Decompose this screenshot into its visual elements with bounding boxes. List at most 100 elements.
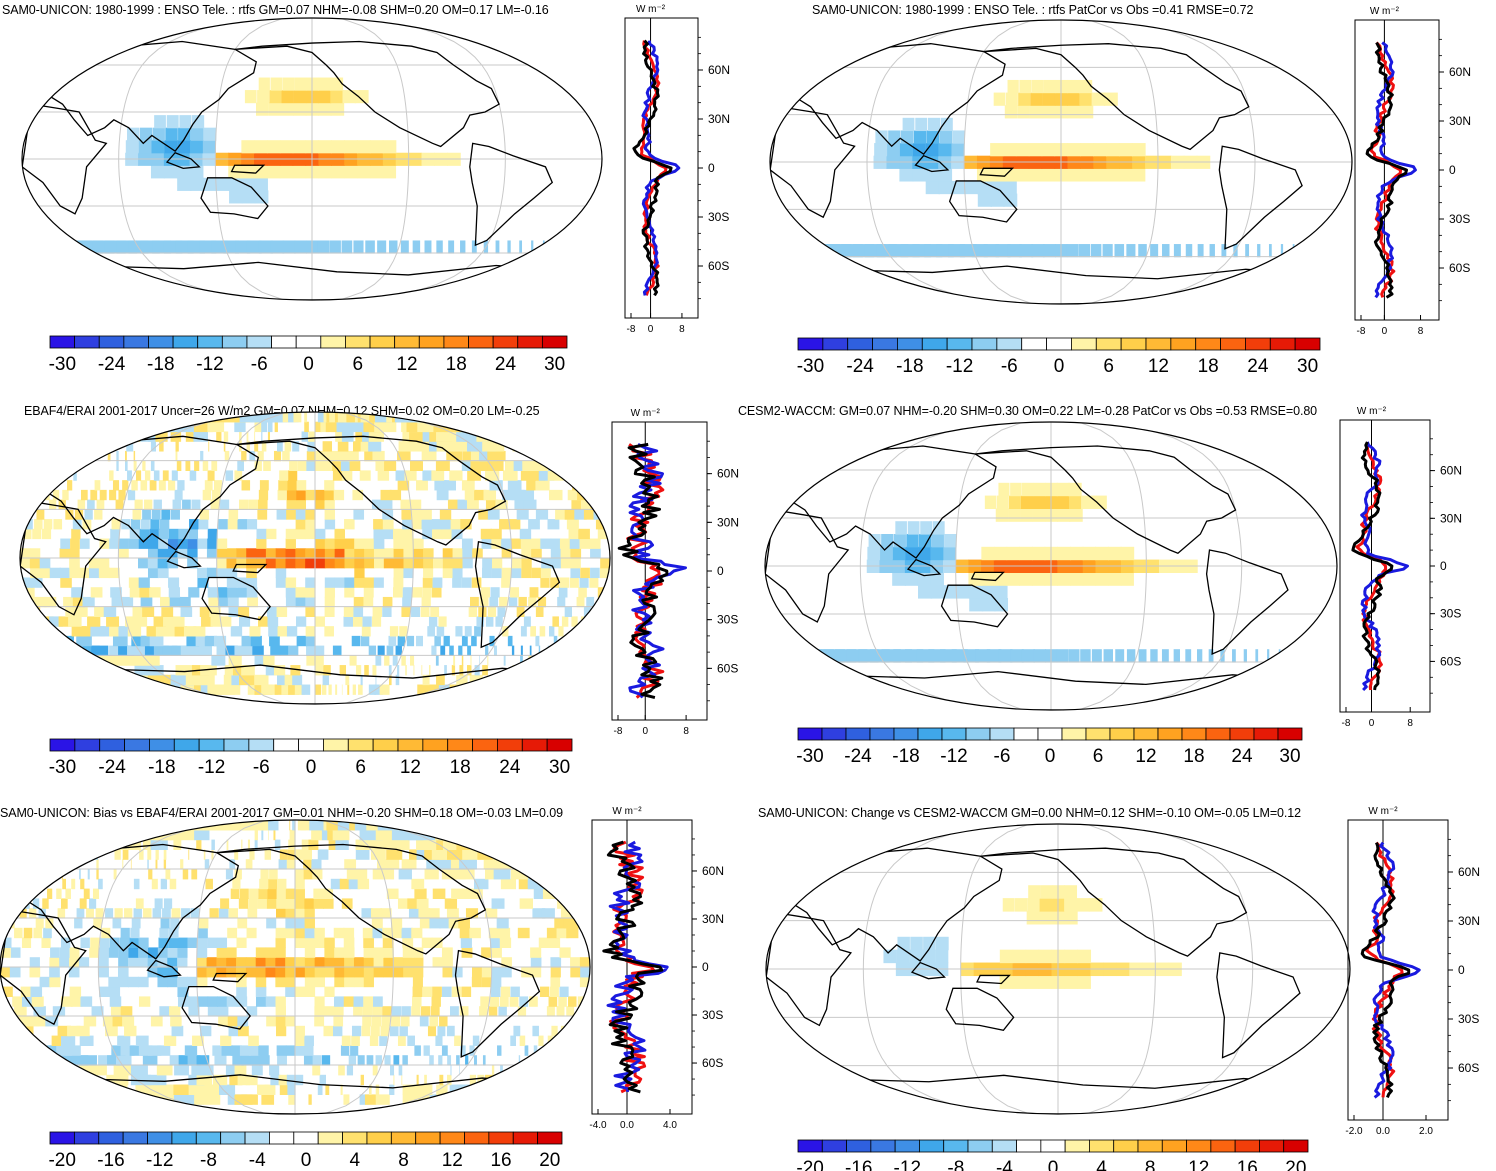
field-cell	[295, 596, 306, 608]
field-cell	[1209, 244, 1215, 258]
field-cell	[60, 996, 73, 1007]
field-cell	[189, 519, 199, 530]
field-cell	[375, 1084, 380, 1095]
field-cell	[32, 528, 42, 540]
field-cell	[330, 878, 342, 890]
field-cell	[135, 470, 142, 481]
field-cell	[977, 193, 992, 207]
field-cell	[969, 598, 984, 612]
field-cell	[241, 480, 251, 491]
field-cell	[964, 180, 979, 195]
field-cell	[295, 548, 306, 559]
field-cell	[265, 548, 277, 559]
field-cell	[306, 450, 316, 462]
colorbar-label: 12	[396, 354, 417, 375]
field-cell	[275, 567, 287, 579]
field-cell	[529, 645, 532, 656]
field-cell	[62, 1055, 80, 1066]
field-cell	[34, 519, 43, 530]
field-cell	[86, 908, 94, 919]
grid-meridian	[866, 20, 1005, 304]
field-cell	[363, 996, 374, 1007]
profile-x-tick-label: 0.0	[1376, 1126, 1390, 1137]
field-cell	[167, 976, 179, 988]
field-cell	[112, 635, 128, 647]
field-cell	[135, 898, 144, 909]
field-cell	[439, 509, 452, 520]
field-cell	[295, 849, 304, 860]
field-cell	[500, 986, 511, 997]
field-cell	[212, 1045, 224, 1056]
field-cell	[64, 645, 83, 656]
field-cell	[502, 489, 516, 501]
colorbar-swatch	[472, 738, 498, 752]
field-cell	[2, 937, 12, 948]
field-cell	[343, 996, 354, 1007]
field-cell	[1132, 168, 1146, 182]
field-cell	[140, 596, 153, 608]
field-cell	[87, 1065, 107, 1076]
field-cell	[557, 596, 566, 608]
field-cell	[143, 908, 152, 919]
field-cell	[246, 927, 257, 939]
colorbar-swatch	[1205, 727, 1231, 741]
field-cell	[241, 635, 253, 647]
field-cell	[169, 1055, 184, 1066]
colorbar-swatch	[223, 738, 250, 752]
field-cell	[98, 558, 110, 569]
field-cell	[452, 558, 463, 569]
field-cell	[98, 957, 109, 968]
field-cell	[438, 1055, 443, 1066]
field-cell	[109, 626, 123, 637]
field-cell	[1107, 546, 1122, 561]
field-cell	[1093, 168, 1107, 182]
field-cell	[79, 869, 81, 880]
field-cell	[236, 996, 248, 1007]
field-cell	[516, 674, 536, 686]
field-cell	[548, 996, 558, 1007]
field-cell	[441, 947, 453, 958]
field-cell	[400, 1016, 410, 1027]
field-cell	[343, 947, 355, 958]
field-cell	[1079, 92, 1093, 106]
field-cell	[257, 509, 268, 520]
field-cell	[111, 596, 124, 608]
field-cell	[241, 140, 255, 154]
field-cell	[56, 1045, 72, 1056]
grid-meridian	[862, 824, 1002, 1114]
colorbar-label: 30	[1297, 356, 1318, 377]
field-cell	[372, 665, 377, 676]
field-cell	[76, 635, 92, 647]
field-cell	[70, 996, 83, 1007]
field-cell	[344, 538, 355, 549]
field-cell	[154, 898, 163, 909]
colorbar: -30 -24 -18 -12 -6 0 6 12 18 24 30	[49, 335, 568, 375]
field-cell	[368, 684, 377, 695]
field-cell	[185, 460, 191, 471]
field-cell	[157, 567, 169, 579]
field-cell	[191, 499, 201, 510]
field-cell	[236, 577, 248, 588]
field-cell	[1093, 495, 1107, 509]
field-cell	[805, 244, 829, 258]
coastline	[234, 40, 500, 148]
colorbar-label: 0	[1045, 746, 1056, 767]
profile-x-tick-label: 0	[1382, 326, 1388, 337]
field-cell	[47, 888, 53, 899]
field-cell	[397, 412, 478, 423]
field-cell	[232, 878, 241, 890]
field-cell	[353, 240, 364, 254]
lat-tick-label: 30N	[1440, 511, 1462, 525]
field-cell	[177, 957, 188, 968]
field-cell	[80, 996, 93, 1007]
colorbar-label: -12	[198, 757, 225, 778]
field-cell	[192, 1035, 204, 1046]
field-cell	[34, 626, 50, 637]
field-cell	[373, 947, 385, 958]
field-cell	[545, 869, 565, 880]
field-cell	[166, 115, 179, 129]
field-cell	[383, 548, 395, 559]
field-cell	[118, 548, 129, 559]
